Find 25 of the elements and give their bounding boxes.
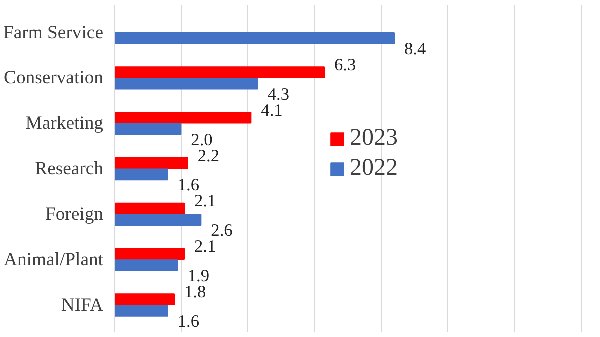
y-tick-label: Research	[35, 158, 104, 180]
y-tick-label: Animal/Plant	[4, 249, 104, 270]
bar	[114, 66, 325, 78]
data-label: 6.3	[334, 55, 356, 74]
y-tick-label: Marketing	[26, 113, 104, 134]
y-tick-label: Conservation	[4, 68, 104, 89]
bar	[114, 248, 185, 260]
bar	[114, 78, 258, 90]
bar	[114, 305, 168, 317]
y-tick-label: NIFA	[61, 294, 104, 316]
bar	[114, 214, 202, 226]
bar	[114, 202, 185, 215]
data-label: 1.6	[178, 312, 200, 331]
bar	[114, 123, 182, 136]
y-tick-label: Foreign	[45, 204, 104, 225]
bar	[114, 260, 178, 272]
bar	[114, 112, 252, 124]
bar	[114, 294, 175, 306]
bar	[114, 32, 395, 44]
bar	[114, 157, 188, 170]
legend-label: 2023	[350, 125, 398, 152]
bar	[114, 168, 168, 181]
legend-label: 2022	[350, 155, 398, 182]
y-tick-label: Farm Service	[4, 22, 104, 44]
data-label: 8.4	[404, 39, 426, 58]
